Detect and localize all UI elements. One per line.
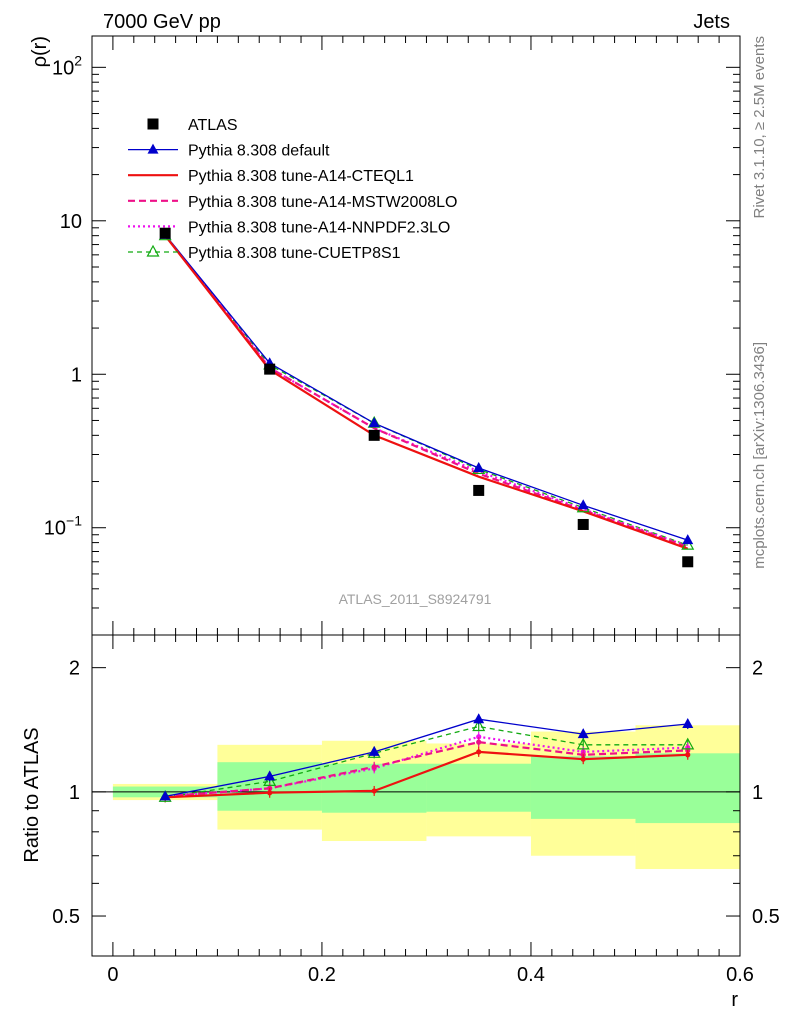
ratio-y-tick-label-right: 1 (752, 782, 763, 804)
ratio-point-cteql1 (476, 749, 482, 755)
y-tick-label-base: 10 (60, 211, 82, 233)
uncertainty-band-inner (530, 756, 636, 819)
ratio-y-axis-label: Ratio to ATLAS (21, 727, 43, 862)
y-tick-label-base: 1 (71, 364, 82, 386)
point-default (682, 534, 694, 545)
x-tick-label: 0.6 (726, 964, 754, 986)
y-tick-label-base: 10 (52, 57, 74, 79)
rivet-label: Rivet 3.1.10, ≥ 2.5M events (751, 36, 768, 219)
point-cuetp8s1 (681, 537, 695, 550)
y-tick-label: 102 (52, 52, 82, 79)
x-tick-label: 0.4 (517, 964, 545, 986)
ratio-plot-panel: 0.5 0.5 1 1 2 2 0 0.2 0.4 0.6 Ratio to ATLAS r (21, 634, 780, 1011)
data-point-atlas (473, 484, 485, 496)
series-line-mstw (164, 234, 689, 548)
ratio-point-cteql1 (580, 756, 586, 762)
ratio-point-default (473, 713, 485, 724)
ratio-point-cuetp8s1 (576, 737, 590, 750)
data-point-atlas (159, 227, 171, 239)
ratio-frame (91, 634, 741, 957)
data-point-atlas (264, 363, 276, 375)
ratio-point-default (159, 790, 171, 801)
ratio-line-cteql1 (165, 750, 688, 799)
y-tick-label-base: 10 (44, 518, 66, 540)
ratio-point-cuetp8s1 (681, 737, 695, 750)
series-line-nnpdf (164, 234, 689, 548)
ratio-line-nnpdf (165, 735, 688, 798)
legend-label-default: Pythia 8.308 default (188, 143, 330, 160)
series-line-cuetp8s1 (164, 235, 688, 546)
ratio-y-tick-label: 1 (69, 782, 80, 804)
data-point-atlas (577, 518, 589, 530)
x-tick-label: 0 (107, 964, 118, 986)
header-right: Jets (693, 11, 730, 33)
y-tick-label: 10−1 (44, 513, 82, 540)
ratio-point-default (682, 718, 694, 729)
legend-marker-cuetp8s1 (146, 244, 160, 257)
legend-label-mstw: Pythia 8.308 tune-A14-MSTW2008LO (188, 194, 457, 211)
y-tick-label-exponent: −1 (66, 513, 82, 529)
ratio-line-mstw (165, 740, 688, 798)
ratio-line-cuetp8s1 (165, 725, 688, 798)
ratio-line-default (165, 718, 688, 798)
ratio-y-tick-label: 2 (69, 658, 80, 680)
ratio-point-default (264, 770, 276, 781)
legend: ATLAS Pythia 8.308 default Pythia 8.308 tu… (128, 117, 457, 262)
ratio-point-mstw (371, 764, 377, 770)
y-tick-label: 10 (60, 211, 82, 233)
series-line-default (164, 234, 688, 541)
uncertainty-band-inner (426, 763, 531, 812)
ratio-point-cteql1 (371, 788, 377, 794)
legend-label-cteql1: Pythia 8.308 tune-A14-CTEQL1 (188, 168, 414, 185)
ratio-point-default (577, 728, 589, 739)
series-line-cteql1 (164, 235, 689, 550)
mcplots-label: mcplots.cern.ch [arXiv:1306.3436] (751, 342, 768, 569)
analysis-watermark: ATLAS_2011_S8924791 (339, 591, 492, 607)
x-axis-label: r (731, 989, 738, 1011)
header-left: 7000 GeV pp (103, 11, 221, 33)
legend-marker-atlas (147, 118, 159, 130)
ratio-point-cteql1 (267, 790, 273, 796)
point-default (368, 417, 380, 428)
ratio-y-tick-label-right: 0.5 (752, 906, 780, 928)
data-point-atlas (682, 556, 694, 568)
ratio-point-mstw (476, 739, 482, 745)
main-y-axis-label: ρ(r) (29, 36, 51, 67)
uncertainty-band-inner (635, 753, 740, 824)
y-tick-label: 1 (71, 364, 82, 386)
ratio-point-default (368, 745, 380, 756)
legend-label-nnpdf: Pythia 8.308 tune-A14-NNPDF2.3LO (188, 219, 450, 236)
y-tick-label-exponent: 2 (74, 52, 82, 68)
point-default (577, 499, 589, 510)
legend-label-cuetp8s1: Pythia 8.308 tune-CUETP8S1 (188, 245, 401, 262)
point-default (473, 462, 485, 473)
ratio-y-tick-label-right: 2 (752, 658, 763, 680)
legend-label-atlas: ATLAS (188, 117, 238, 134)
ratio-point-cuetp8s1 (472, 719, 486, 732)
x-tick-label: 0.2 (308, 964, 336, 986)
data-point-atlas (368, 429, 380, 441)
ratio-y-tick-label: 0.5 (52, 906, 80, 928)
ratio-point-cteql1 (685, 752, 691, 758)
legend-marker-default (147, 143, 159, 154)
ratio-point-nnpdf (476, 734, 482, 740)
